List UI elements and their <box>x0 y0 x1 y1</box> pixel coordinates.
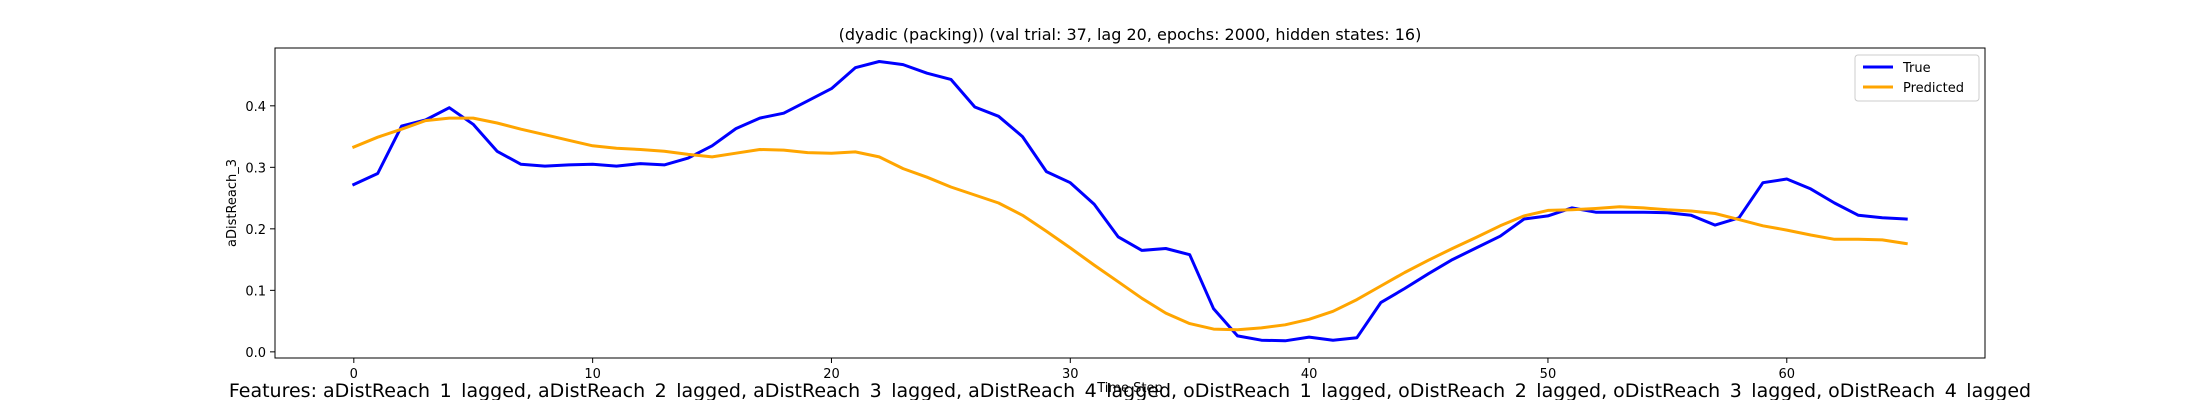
x-tick-label: 20 <box>823 367 840 382</box>
y-axis-ticks: 0.0 0.1 0.2 0.3 0.4 <box>245 100 275 361</box>
series-lines <box>351 60 1908 343</box>
chart-title: (dyadic (packing)) (val trial: 37, lag 2… <box>839 25 1422 44</box>
y-tick-label: 0.3 <box>245 161 266 176</box>
y-tick-label: 0.4 <box>245 100 266 115</box>
features-caption: Features: aDistReach_1_lagged, aDistReac… <box>229 380 2031 400</box>
legend: True Predicted <box>1854 54 1980 102</box>
series-line-predicted <box>351 116 1908 332</box>
y-tick-label: 0.2 <box>245 223 266 238</box>
x-tick-label: 0 <box>350 367 358 382</box>
y-axis-label: aDistReach_3 <box>225 159 240 247</box>
x-tick-label: 10 <box>584 367 601 382</box>
x-tick-label: 40 <box>1301 367 1318 382</box>
y-tick-label: 0.1 <box>245 284 266 299</box>
x-axis-label: Time Step <box>1096 381 1163 396</box>
x-tick-label: 60 <box>1779 367 1796 382</box>
x-tick-label: 30 <box>1062 367 1079 382</box>
y-tick-label: 0.0 <box>245 346 266 361</box>
x-tick-label: 50 <box>1540 367 1557 382</box>
plot-area: 0 10 20 30 40 50 60 0.0 0.1 0.2 0.3 0.4 <box>245 47 1986 382</box>
legend-label-true: True <box>1902 61 1931 76</box>
legend-label-predicted: Predicted <box>1903 81 1964 96</box>
axes-frame <box>274 47 1986 359</box>
x-axis-ticks: 0 10 20 30 40 50 60 <box>350 358 1795 382</box>
series-line-true <box>351 60 1908 343</box>
